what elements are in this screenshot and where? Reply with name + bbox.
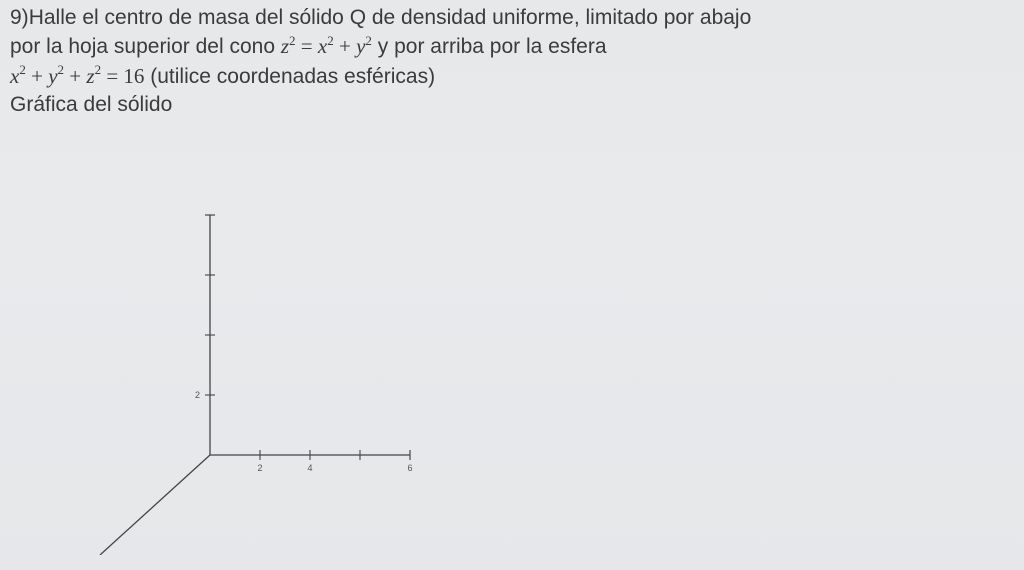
exp-x2: 2 bbox=[19, 62, 26, 77]
problem-line-4: Gráfica del sólido bbox=[10, 91, 1014, 119]
var-x2: x bbox=[10, 64, 19, 88]
problem-number: 9) bbox=[10, 6, 29, 29]
plus-3: + bbox=[64, 64, 86, 88]
plus-1: + bbox=[334, 34, 356, 58]
exp-z: 2 bbox=[289, 33, 296, 48]
var-z2: z bbox=[86, 64, 94, 88]
var-y2: y bbox=[48, 64, 57, 88]
equation-cone: z2 = x2 + y2 bbox=[281, 34, 372, 58]
rhs-16: = 16 bbox=[101, 64, 144, 88]
var-x: x bbox=[318, 34, 327, 58]
graph-caption: Gráfica del sólido bbox=[10, 93, 172, 116]
plus-2: + bbox=[26, 64, 48, 88]
x-axis bbox=[100, 455, 210, 555]
page: 9)Halle el centro de masa del sólido Q d… bbox=[0, 0, 1024, 570]
exp-y: 2 bbox=[365, 33, 372, 48]
problem-line-2: por la hoja superior del cono z2 = x2 + … bbox=[10, 32, 1014, 61]
equation-sphere: x2 + y2 + z2 = 16 bbox=[10, 64, 144, 88]
var-y: y bbox=[356, 34, 365, 58]
y-tick-label-1: 4 bbox=[307, 463, 312, 473]
y-tick-label-0: 2 bbox=[257, 463, 262, 473]
exp-x: 2 bbox=[327, 33, 334, 48]
problem-text: 9)Halle el centro de masa del sólido Q d… bbox=[10, 4, 1014, 119]
axes-figure: 2 2 4 6 bbox=[95, 175, 455, 555]
exp-z2: 2 bbox=[95, 62, 102, 77]
line2-suffix: y por arriba por la esfera bbox=[372, 35, 607, 58]
line2-prefix: por la hoja superior del cono bbox=[10, 35, 281, 58]
problem-line-3: x2 + y2 + z2 = 16 (utilice coordenadas e… bbox=[10, 62, 1014, 91]
exp-y2: 2 bbox=[58, 62, 65, 77]
z-tick-label-0: 2 bbox=[195, 390, 200, 400]
line1-text: Halle el centro de masa del sólido Q de … bbox=[29, 6, 752, 29]
equals-1: = bbox=[296, 34, 318, 58]
var-z: z bbox=[281, 34, 289, 58]
problem-line-1: 9)Halle el centro de masa del sólido Q d… bbox=[10, 4, 1014, 32]
line3-suffix: (utilice coordenadas esféricas) bbox=[144, 65, 435, 88]
y-tick-label-3: 6 bbox=[407, 463, 412, 473]
